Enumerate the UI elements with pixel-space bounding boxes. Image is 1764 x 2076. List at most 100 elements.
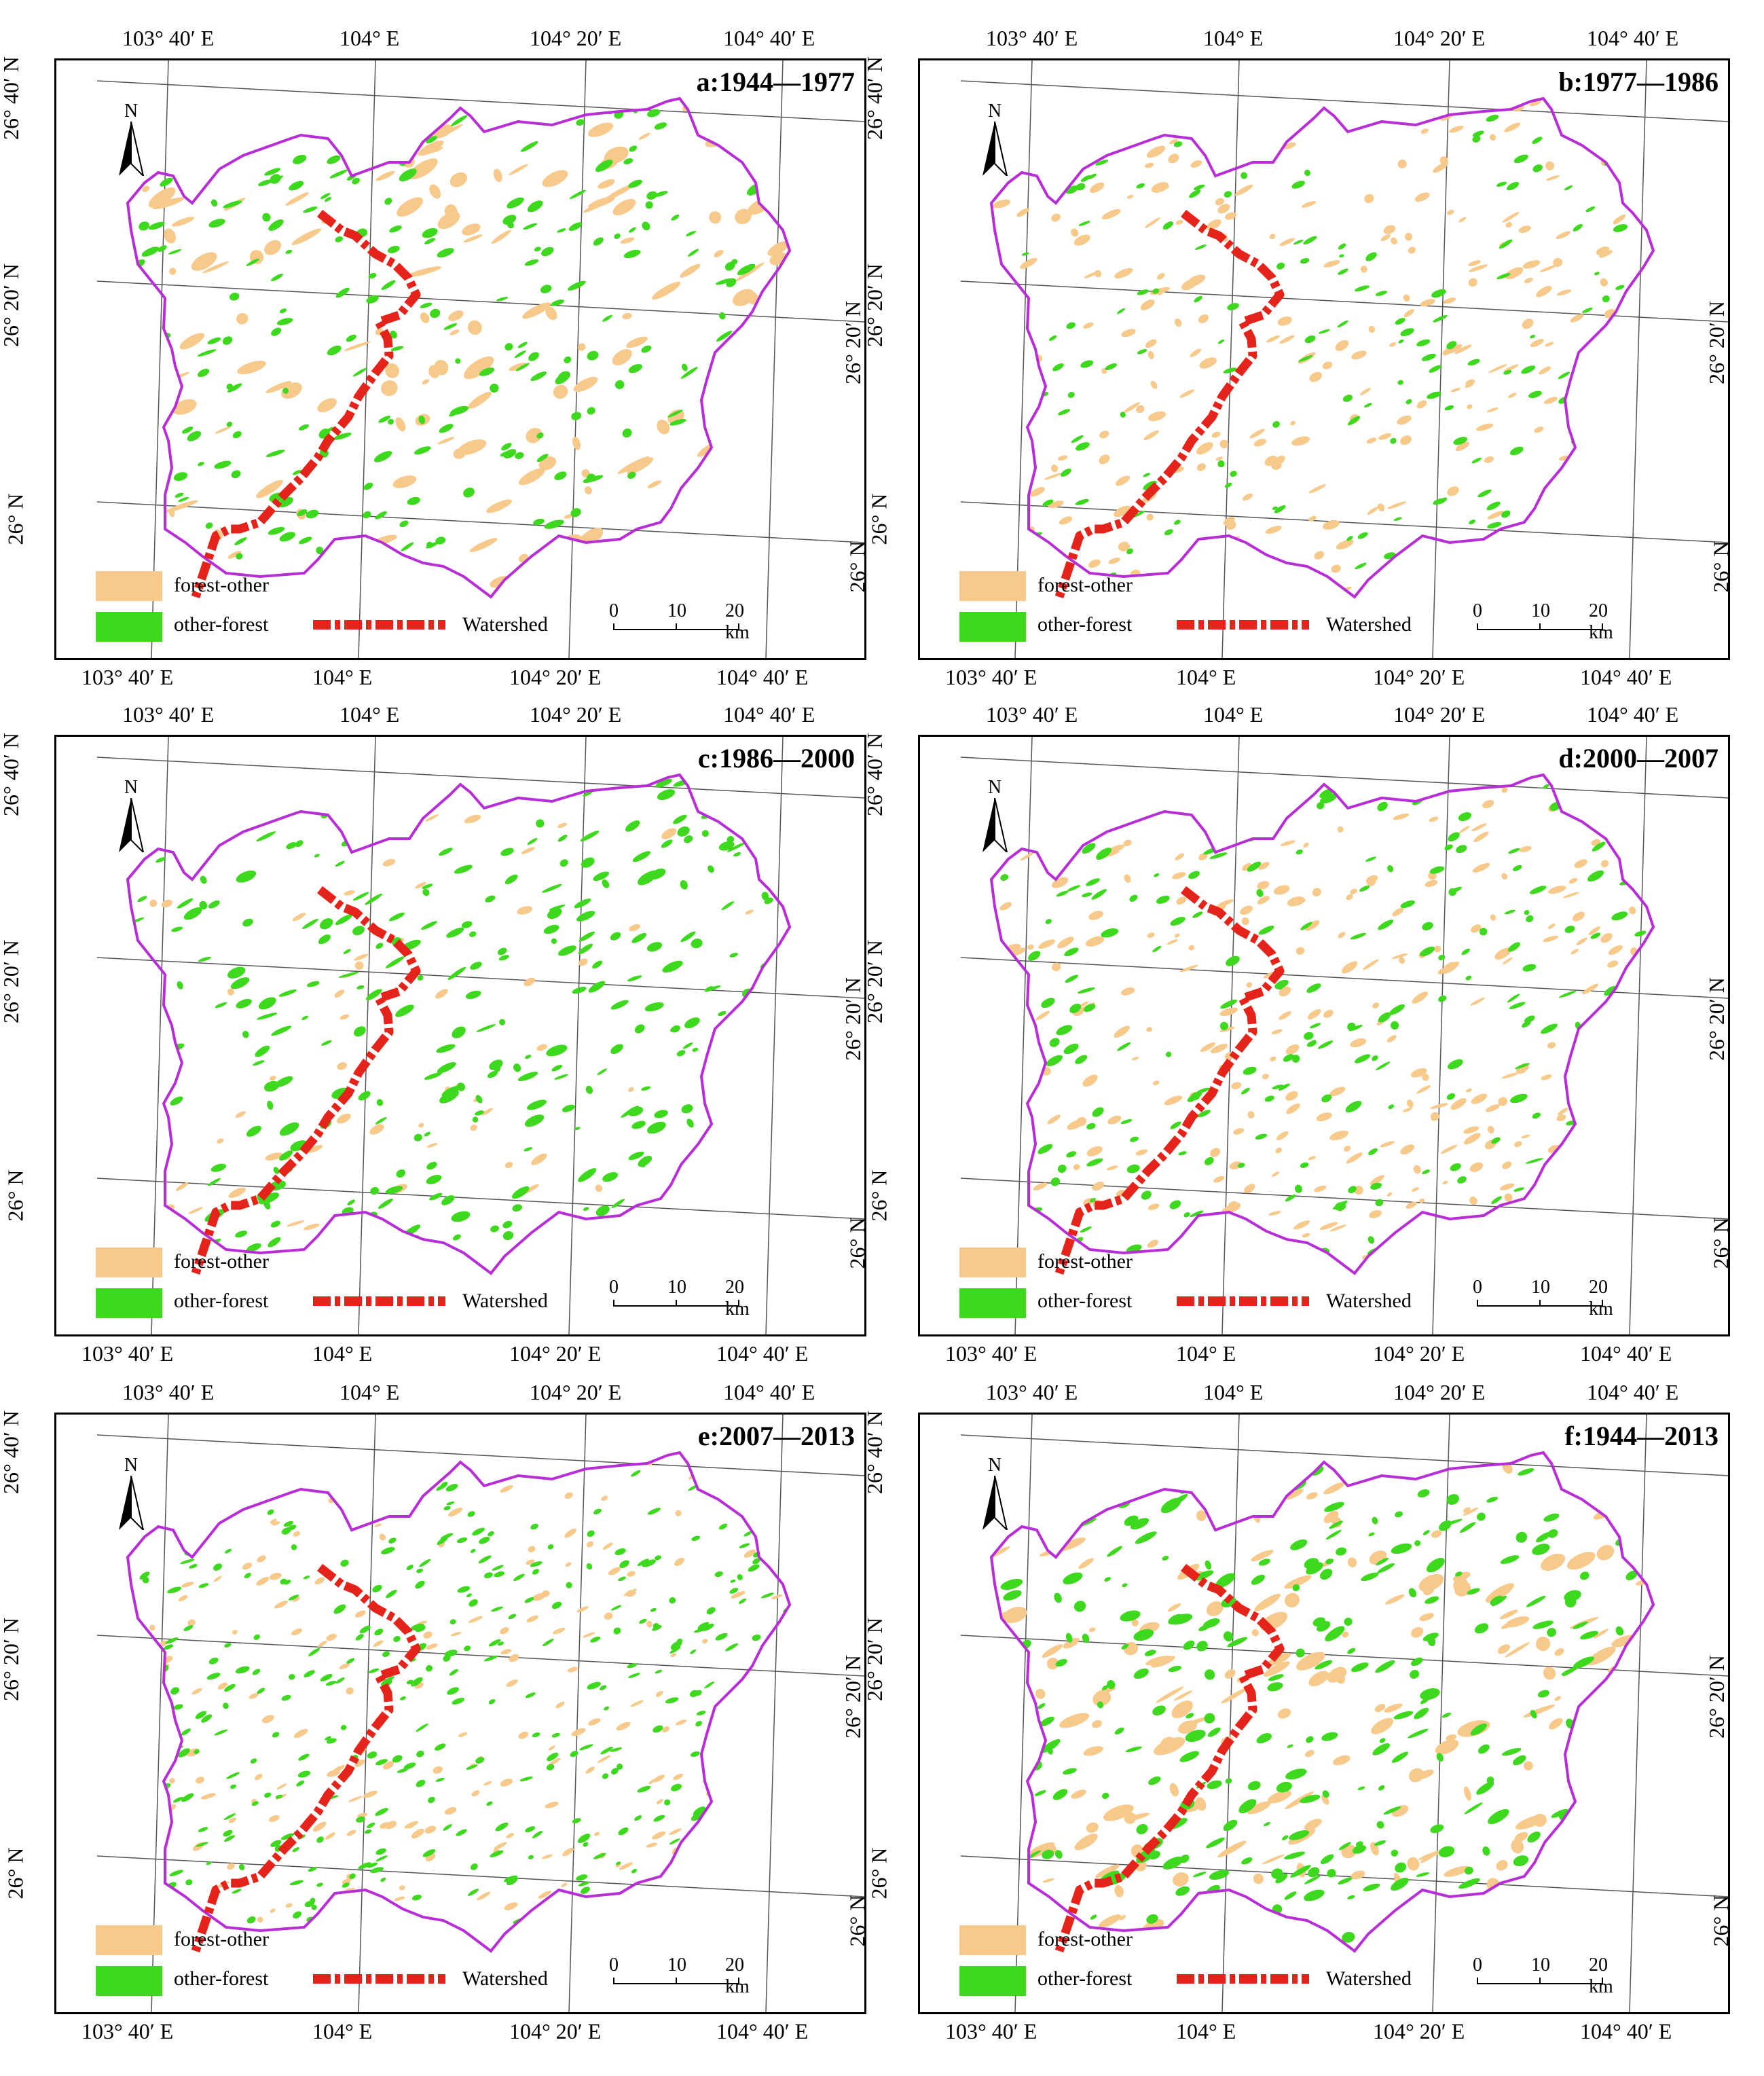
forest-other-patch — [202, 261, 229, 274]
forest-other-patch — [1145, 339, 1157, 348]
other-forest-patch — [1309, 1023, 1321, 1029]
other-forest-patch — [686, 230, 697, 236]
other-forest-patch — [187, 431, 202, 441]
other-forest-patch — [1573, 223, 1583, 232]
forest-other-patch — [227, 988, 234, 996]
other-forest-patch — [1304, 1558, 1319, 1569]
forest-other-patch — [653, 1774, 665, 1783]
other-forest-patch — [393, 1636, 401, 1642]
other-forest-patch — [600, 1747, 613, 1755]
other-forest-patch — [1148, 1776, 1161, 1785]
forest-other-patch — [1596, 1722, 1620, 1741]
legend-watershed-label: Watershed — [462, 1967, 548, 1990]
other-forest-patch — [751, 1112, 762, 1118]
forest-other-patch — [1322, 361, 1333, 369]
forest-other-patch — [1596, 246, 1610, 256]
forest-other-patch — [236, 312, 249, 325]
other-forest-patch — [1192, 911, 1203, 918]
other-forest-patch — [1627, 809, 1640, 819]
other-forest-patch — [1592, 1819, 1612, 1832]
other-forest-patch — [242, 1030, 249, 1038]
other-forest-patch — [340, 1559, 349, 1567]
other-forest-patch — [547, 1544, 554, 1550]
other-forest-patch — [991, 1627, 1009, 1641]
other-forest-patch — [638, 871, 657, 886]
other-forest-patch — [595, 1205, 610, 1216]
other-forest-patch — [208, 900, 220, 909]
other-forest-patch — [727, 1844, 736, 1851]
forest-other-patch — [1473, 831, 1489, 843]
forest-other-patch — [1114, 1885, 1124, 1897]
other-forest-patch — [490, 1225, 499, 1233]
other-forest-patch — [1448, 832, 1460, 842]
other-forest-patch — [1644, 1179, 1653, 1185]
other-forest-patch — [235, 1231, 248, 1238]
other-forest-patch — [665, 1697, 679, 1704]
other-forest-patch — [189, 1485, 199, 1493]
other-forest-patch — [461, 921, 473, 928]
other-forest-patch — [487, 1070, 498, 1078]
other-forest-patch — [207, 337, 221, 344]
other-forest-patch — [512, 1204, 523, 1212]
forest-other-patch — [1574, 1788, 1596, 1806]
other-forest-patch — [690, 1751, 700, 1757]
other-forest-patch — [1363, 1883, 1380, 1891]
other-forest-patch — [1021, 488, 1028, 492]
other-forest-patch — [1080, 360, 1094, 368]
other-forest-patch — [1387, 864, 1394, 873]
forest-other-patch — [1094, 270, 1102, 278]
other-forest-patch — [528, 352, 539, 361]
watershed-line — [191, 886, 421, 1275]
scale-tick — [1602, 623, 1603, 630]
other-forest-patch — [551, 1601, 562, 1609]
other-forest-patch — [1446, 1518, 1463, 1525]
legend-watershed-label: Watershed — [1326, 1290, 1412, 1312]
other-forest-patch — [1513, 1187, 1524, 1192]
forest-other-patch — [1346, 1152, 1363, 1164]
other-forest-patch — [343, 818, 356, 828]
other-forest-patch — [1496, 273, 1511, 280]
forest-other-patch — [1210, 1148, 1221, 1157]
forest-other-patch — [577, 343, 586, 351]
forest-other-patch — [304, 1223, 320, 1231]
other-forest-patch — [1291, 1055, 1300, 1063]
other-forest-patch — [1183, 1212, 1190, 1218]
other-forest-patch — [504, 1875, 518, 1882]
other-forest-patch — [1464, 1802, 1483, 1815]
lat-label-left: 26° 40′ N — [862, 1410, 887, 1494]
other-forest-patch — [1086, 1123, 1096, 1130]
other-forest-patch — [422, 888, 430, 896]
forest-other-patch — [1257, 896, 1270, 905]
other-forest-patch — [1164, 529, 1173, 536]
other-forest-patch — [584, 1913, 593, 1919]
forest-other-patch — [1423, 1586, 1435, 1596]
other-forest-patch — [758, 1805, 769, 1813]
other-forest-patch — [242, 793, 263, 803]
forest-other-patch — [463, 234, 483, 243]
forest-other-patch — [1558, 1108, 1568, 1116]
other-forest-patch — [224, 1643, 232, 1648]
forest-other-patch — [344, 890, 355, 896]
basin-boundary — [126, 773, 792, 1275]
other-forest-patch — [1186, 1235, 1196, 1243]
forest-other-patch — [1509, 550, 1526, 562]
forest-other-patch — [228, 1817, 236, 1823]
other-forest-patch — [310, 1897, 316, 1904]
other-forest-patch — [738, 1598, 746, 1604]
forest-other-patch — [1499, 1183, 1515, 1190]
other-forest-patch — [1357, 1786, 1365, 1791]
other-forest-patch — [1446, 1093, 1455, 1100]
forest-other-patch — [1004, 523, 1015, 532]
graticule-line — [96, 280, 865, 323]
other-forest-patch — [1630, 1769, 1651, 1780]
other-forest-patch — [526, 1099, 547, 1110]
forest-other-patch — [448, 1508, 463, 1517]
other-forest-patch — [1355, 562, 1367, 570]
forest-other-patch — [1316, 1112, 1332, 1122]
other-forest-patch — [544, 520, 564, 529]
other-forest-patch — [1077, 987, 1095, 994]
forest-other-patch — [1116, 132, 1124, 139]
forest-other-patch — [1051, 213, 1061, 222]
other-forest-patch — [681, 1104, 693, 1114]
